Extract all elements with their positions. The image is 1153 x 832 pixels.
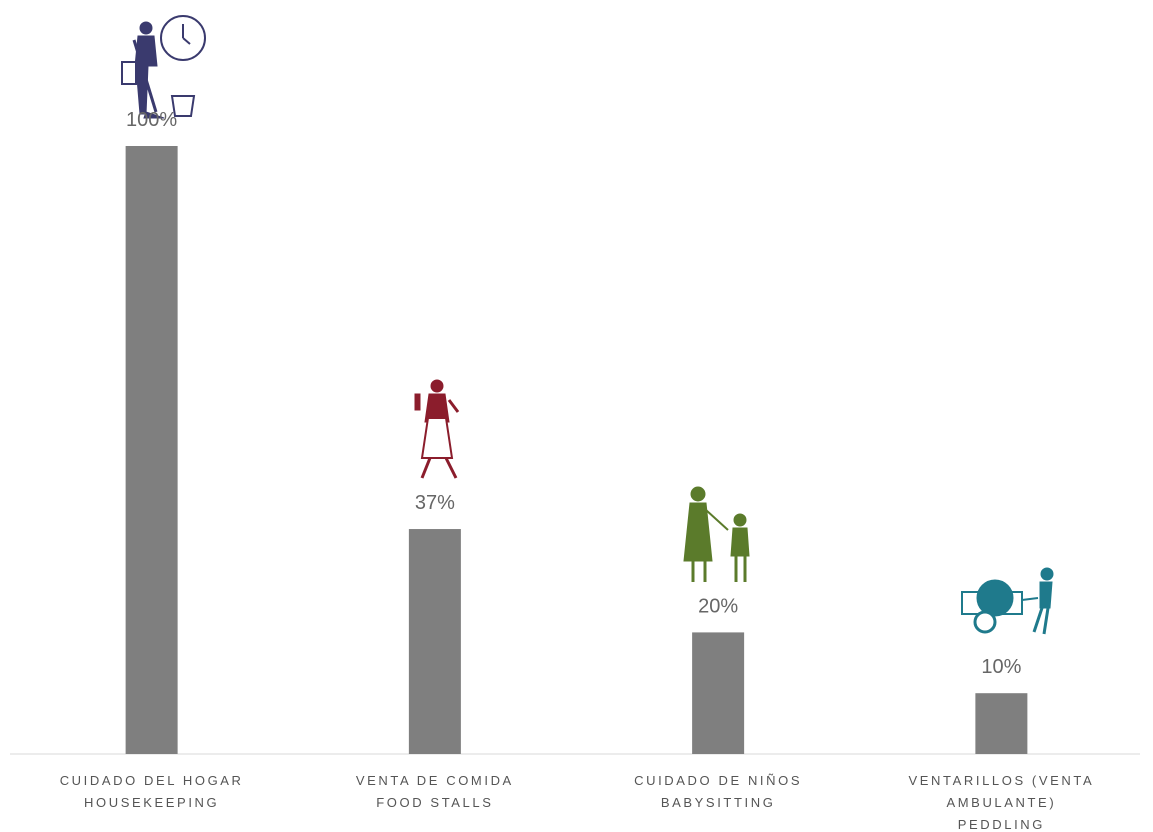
- value-label: 10%: [981, 656, 1021, 678]
- x-tick-label: BABYSITTING: [661, 795, 776, 810]
- x-tick-label: FOOD STALLS: [376, 795, 493, 810]
- x-tick-label: CUIDADO DEL HOGAR: [60, 773, 244, 788]
- x-tick-label: AMBULANTE): [946, 795, 1056, 810]
- bar: [975, 693, 1028, 754]
- value-label: 37%: [415, 492, 455, 514]
- bar: [125, 146, 178, 754]
- x-tick-label: VENTA DE COMIDA: [356, 773, 514, 788]
- x-tick-label: VENTARILLOS (VENTA: [909, 773, 1095, 788]
- value-label: 100%: [126, 109, 177, 131]
- value-label: 20%: [698, 595, 738, 617]
- bar: [408, 529, 461, 754]
- x-tick-label: HOUSEKEEPING: [84, 795, 219, 810]
- bar: [692, 632, 745, 754]
- x-tick-label: CUIDADO DE NIÑOS: [634, 773, 802, 788]
- food-stall-icon: [414, 379, 460, 479]
- housekeeping-icon: [121, 15, 206, 119]
- x-tick-label: PEDDLING: [958, 817, 1045, 832]
- peddling-icon: [961, 567, 1054, 635]
- babysitting-icon: [683, 486, 750, 582]
